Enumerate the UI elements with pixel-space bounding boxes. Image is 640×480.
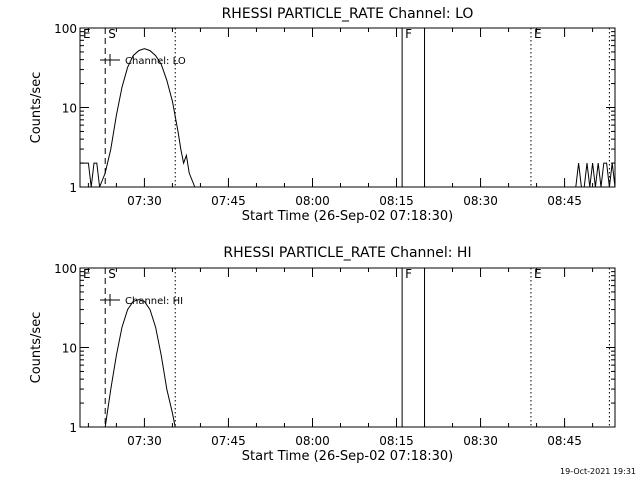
chart-panel-1: RHESSI PARTICLE_RATE Channel: HI 1 10 100 07… <box>29 245 616 464</box>
chart-title: RHESSI PARTICLE_RATE Channel: HI <box>223 245 471 261</box>
x-tick-label: 08:00 <box>295 194 330 208</box>
x-tick-label: 08:45 <box>547 434 582 448</box>
event-marker-label: S <box>108 267 116 281</box>
x-tick-label: 08:30 <box>463 434 498 448</box>
x-tick-label: 08:30 <box>463 194 498 208</box>
data-series-line <box>80 48 196 188</box>
x-tick-label: 07:45 <box>211 434 246 448</box>
event-marker-label: F <box>405 27 412 41</box>
x-tick-label: 08:45 <box>547 194 582 208</box>
event-marker-label: E <box>83 267 91 281</box>
event-marker-label: E <box>534 27 542 41</box>
chart-panel-0: RHESSI PARTICLE_RATE Channel: LO 1 10 100 07… <box>29 6 616 224</box>
event-marker-label: E <box>534 267 542 281</box>
x-tick-label: 07:30 <box>127 434 162 448</box>
y-tick-label: 1 <box>69 181 77 195</box>
event-marker-label: F <box>405 267 412 281</box>
footer-timestamp: 19-Oct-2021 19:31 <box>560 467 636 476</box>
y-tick-label: 100 <box>54 22 77 36</box>
x-tick-label: 07:45 <box>211 194 246 208</box>
plot-frame <box>79 27 616 188</box>
event-marker-label: S <box>108 27 116 41</box>
x-tick-label: 08:15 <box>379 434 414 448</box>
y-axis-label: Counts/sec <box>29 312 44 384</box>
x-axis-label: Start Time (26-Sep-02 07:18:30) <box>242 449 453 464</box>
y-tick-label: 1 <box>69 421 77 435</box>
data-series-line <box>575 162 616 188</box>
x-axis-label: Start Time (26-Sep-02 07:18:30) <box>242 209 453 224</box>
x-tick-label: 07:30 <box>127 194 162 208</box>
legend-label: Channel: LO <box>125 56 186 67</box>
data-series-line <box>104 299 176 428</box>
plot-frame <box>79 267 616 428</box>
event-marker-label: E <box>83 27 91 41</box>
x-tick-label: 08:00 <box>295 434 330 448</box>
y-tick-label: 10 <box>62 102 77 116</box>
legend-label: Channel: HI <box>125 296 183 307</box>
y-tick-label: 100 <box>54 262 77 276</box>
x-tick-label: 08:15 <box>379 194 414 208</box>
y-tick-label: 10 <box>62 342 77 356</box>
chart-title: RHESSI PARTICLE_RATE Channel: LO <box>222 6 474 22</box>
y-axis-label: Counts/sec <box>29 72 44 144</box>
